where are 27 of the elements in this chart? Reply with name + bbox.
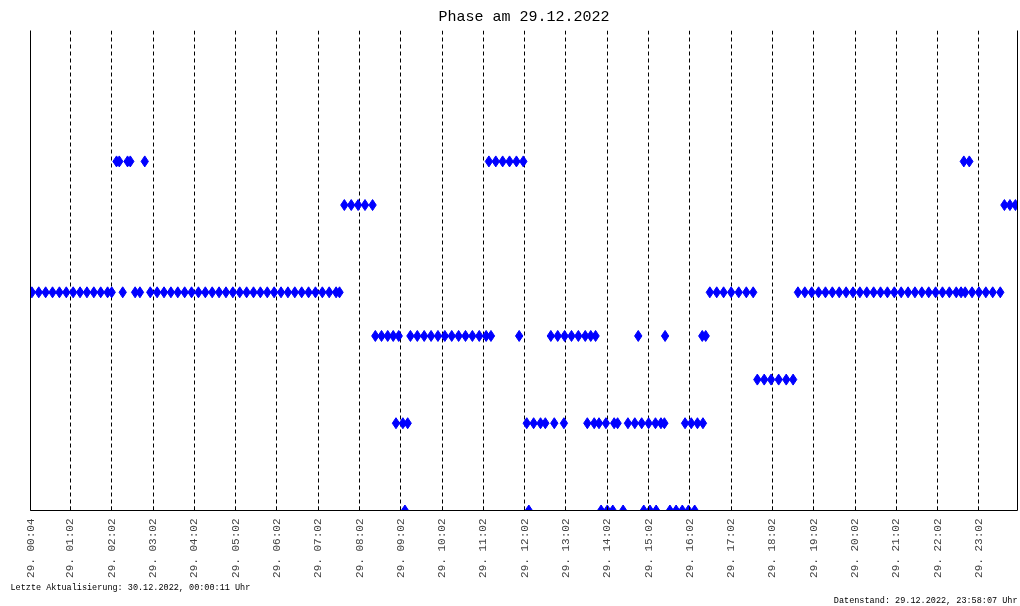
- x-tick-label: 29. 18:02: [766, 518, 779, 578]
- x-tick-label: 29. 21:02: [890, 518, 903, 578]
- x-tick-label: 29. 00:04: [24, 518, 37, 578]
- x-tick-label: 29. 06:02: [270, 518, 283, 578]
- x-tick-label: 29. 07:02: [312, 518, 325, 578]
- x-tick-label: 29. 13:02: [559, 518, 572, 578]
- x-tick-label: 29. 22:02: [931, 518, 944, 578]
- x-tick-label: 29. 17:02: [725, 518, 738, 578]
- chart-title: Phase am 29.12.2022: [438, 8, 610, 26]
- x-tick-label: 29. 14:02: [601, 518, 614, 578]
- x-tick-label: 29. 23:02: [972, 518, 985, 578]
- text: Letzte Aktualisierung: 30.12.2022, 00:00:11 Uhr: [10, 583, 251, 593]
- x-tick-label: 29. 10:02: [436, 518, 449, 578]
- x-tick-label: 29. 03:02: [147, 518, 160, 578]
- x-tick-label: 29. 20:02: [849, 518, 862, 578]
- text: Datenstand: 29.12.2022, 23:58:07 Uhr: [833, 596, 1018, 606]
- x-tick-label: 29. 11:02: [477, 518, 490, 578]
- x-tick-label: 29. 09:02: [394, 518, 407, 578]
- x-tick-label: 29. 05:02: [229, 518, 242, 578]
- x-tick-label: 29. 08:02: [353, 518, 366, 578]
- x-tick-label: 29. 19:02: [807, 518, 820, 578]
- x-tick-label: 29. 12:02: [518, 518, 531, 578]
- x-tick-label: 29. 02:02: [105, 518, 118, 578]
- x-tick-label: 29. 04:02: [188, 518, 201, 578]
- x-tick-label: 29. 15:02: [642, 518, 655, 578]
- x-tick-label: 29. 01:02: [64, 518, 77, 578]
- x-tick-label: 29. 16:02: [683, 518, 696, 578]
